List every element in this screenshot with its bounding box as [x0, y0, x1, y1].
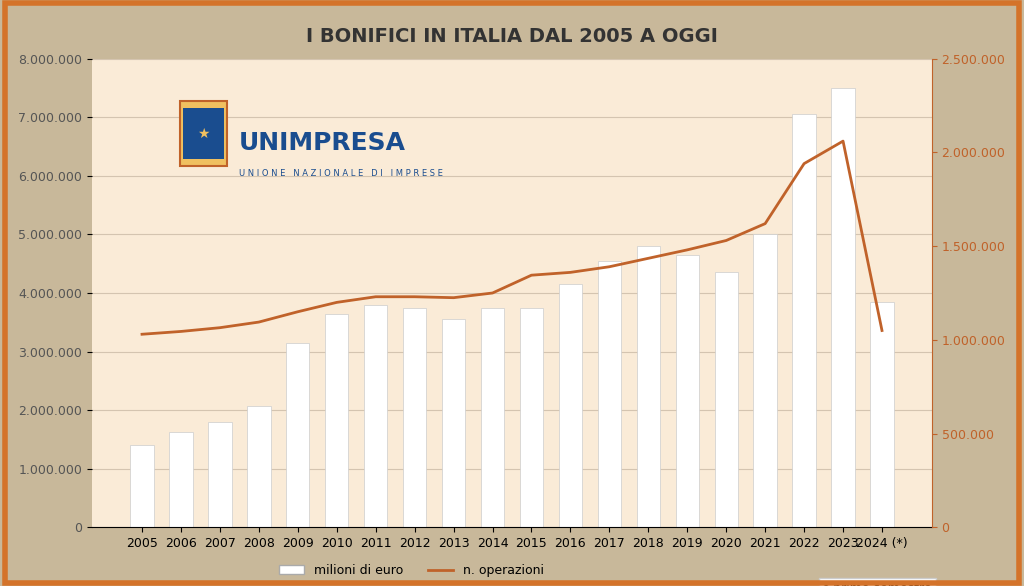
Bar [559, 284, 582, 527]
Bar [442, 319, 465, 527]
Bar [169, 432, 193, 527]
Bar [130, 445, 154, 527]
Bar [831, 88, 855, 527]
Bar [286, 343, 309, 527]
Title: I BONIFICI IN ITALIA DAL 2005 A OGGI: I BONIFICI IN ITALIA DAL 2005 A OGGI [306, 27, 718, 46]
Bar [481, 308, 504, 527]
Legend: milioni di euro, n. operazioni: milioni di euro, n. operazioni [273, 559, 549, 582]
Bar [637, 246, 660, 527]
Text: UNIMPRESA: UNIMPRESA [239, 131, 407, 155]
Bar [715, 272, 738, 527]
Bar [598, 261, 621, 527]
Text: U N I O N E   N A Z I O N A L E   D I   I M P R E S E: U N I O N E N A Z I O N A L E D I I M P … [239, 169, 443, 178]
Bar [208, 422, 231, 527]
Bar [247, 406, 270, 527]
Bar [870, 302, 894, 527]
Text: ★: ★ [198, 127, 210, 141]
Bar [676, 255, 699, 527]
Bar [325, 314, 348, 527]
Text: * primo semestre: * primo semestre [823, 582, 932, 586]
Bar [520, 308, 543, 527]
Bar [793, 114, 816, 527]
Bar [403, 308, 426, 527]
Bar [754, 234, 777, 527]
Bar [364, 305, 387, 527]
FancyBboxPatch shape [180, 101, 226, 166]
FancyBboxPatch shape [183, 108, 224, 159]
